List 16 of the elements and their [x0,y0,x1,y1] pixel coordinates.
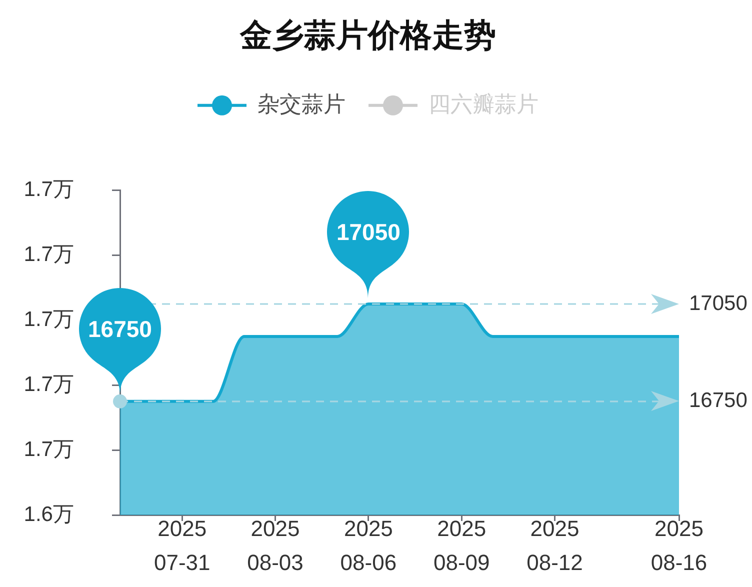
y-tick-label: 1.7万 [24,372,74,396]
y-tick-label: 1.7万 [24,438,74,461]
annotation: 17050 [689,292,748,315]
x-tick-label: 2025 08-16 [650,516,708,576]
y-tick-label: 1.6万 [24,502,74,526]
x-tick-label: 2025 08-12 [526,516,583,576]
y-tick-label: 1.7万 [24,243,74,266]
x-tick-label: 2025 08-03 [247,516,304,576]
x-tick-label: 2025 07-31 [154,516,210,576]
legend-label: 杂交蒜片 [258,91,346,116]
y-tick-label: 1.7万 [24,178,74,202]
x-tick-label: 2025 08-09 [433,516,490,576]
y-tick-label: 1.7万 [24,308,74,332]
annotation: 16750 [689,389,748,412]
x-tick-label: 2025 08-06 [340,516,397,576]
chart-title: 金乡蒜片价格走势 [239,17,496,54]
